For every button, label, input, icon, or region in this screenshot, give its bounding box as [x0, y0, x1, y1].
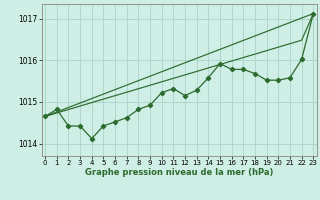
X-axis label: Graphe pression niveau de la mer (hPa): Graphe pression niveau de la mer (hPa): [85, 168, 273, 177]
